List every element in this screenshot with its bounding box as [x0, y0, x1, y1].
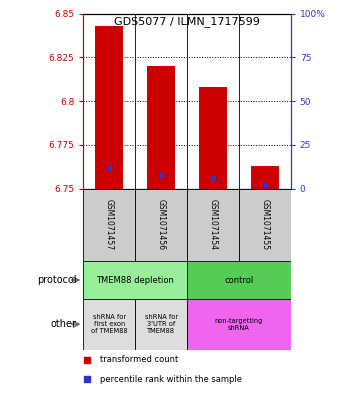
Text: control: control	[224, 275, 254, 285]
Text: non-targetting
shRNA: non-targetting shRNA	[215, 318, 263, 331]
Bar	[83, 299, 135, 350]
Bar	[135, 189, 187, 261]
Text: protocol: protocol	[37, 275, 76, 285]
Text: other: other	[51, 319, 76, 329]
Text: GSM1071454: GSM1071454	[208, 199, 217, 251]
Text: percentile rank within the sample: percentile rank within the sample	[100, 375, 242, 384]
Bar	[199, 87, 227, 189]
Bar	[239, 189, 291, 261]
Bar	[187, 299, 291, 350]
Text: shRNA for
3'UTR of
TMEM88: shRNA for 3'UTR of TMEM88	[144, 314, 177, 334]
Text: GSM1071457: GSM1071457	[105, 199, 114, 251]
Text: GSM1071456: GSM1071456	[157, 199, 166, 251]
Bar	[83, 261, 187, 299]
Text: shRNA for
first exon
of TMEM88: shRNA for first exon of TMEM88	[91, 314, 128, 334]
Bar	[187, 189, 239, 261]
Bar	[147, 66, 175, 189]
Text: GDS5077 / ILMN_1717599: GDS5077 / ILMN_1717599	[114, 16, 260, 27]
Bar	[95, 26, 123, 189]
Bar	[135, 299, 187, 350]
Bar	[187, 261, 291, 299]
Text: GSM1071455: GSM1071455	[260, 199, 269, 251]
Bar	[251, 166, 279, 189]
Bar	[83, 189, 135, 261]
Text: TMEM88 depletion: TMEM88 depletion	[96, 275, 174, 285]
Text: transformed count: transformed count	[100, 355, 178, 364]
